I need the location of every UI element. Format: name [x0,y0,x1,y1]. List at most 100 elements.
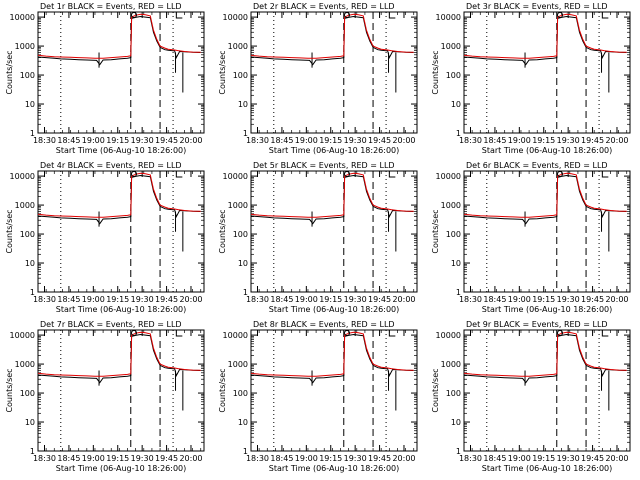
y-tick-label: 10000 [223,331,248,340]
y-axis-label: Counts/sec [5,368,14,412]
panel-det-8: Det 8r BLACK = Events, RED = LLD 1 10 100 10… [218,320,418,473]
x-tick-label: 18:30 [33,454,56,463]
x-tick-label: 19:15 [532,454,555,463]
marker-l [175,171,183,178]
x-tick-label: 19:45 [581,454,604,463]
marker-o [344,12,351,18]
x-tick-label: 20:00 [392,454,415,463]
y-tick-label: 1 [456,129,461,138]
y-tick-label: 1 [243,288,248,297]
x-tick-label: 18:45 [270,454,293,463]
y-tick-label: 10000 [436,172,461,181]
x-tick-label: 19:00 [508,454,531,463]
axes-frame [463,170,631,293]
x-tick-label: 19:00 [508,136,531,145]
panel-title: Det 9r BLACK = Events, RED = LLD [466,320,608,329]
y-tick-label: 1000 [15,42,35,51]
marker-l [175,12,183,19]
x-tick-label: 18:30 [246,295,269,304]
y-axis-label: Counts/sec [431,368,440,412]
x-tick-label: 19:00 [295,295,318,304]
y-tick-label: 100 [20,71,35,80]
y-tick-label: 100 [233,71,248,80]
plot-area [464,171,627,292]
plot-area [38,12,201,133]
marker-l [601,330,609,337]
lld-series [251,13,414,59]
marker-o [131,171,138,177]
plot-area [38,171,201,292]
y-tick-label: 1000 [441,201,461,210]
x-tick-label: 18:45 [270,136,293,145]
plot-area [464,330,627,451]
panel-title: Det 1r BLACK = Events, RED = LLD [40,2,182,11]
y-tick-label: 10000 [10,172,35,181]
x-tick-label: 18:30 [246,454,269,463]
y-tick-label: 100 [446,389,461,398]
y-tick-label: 10000 [223,13,248,22]
x-axis-label: Start Time (06-Aug-10 18:26:00) [56,305,187,314]
x-tick-label: 20:00 [605,295,628,304]
y-tick-label: 10 [238,259,248,268]
x-tick-label: 19:30 [344,136,367,145]
marker-l [388,171,396,178]
marker-o [131,330,138,336]
y-tick-label: 10000 [436,13,461,22]
x-tick-label: 19:00 [508,295,531,304]
y-tick-label: 1 [456,288,461,297]
x-tick-label: 18:30 [459,295,482,304]
axes-frame [37,11,205,134]
panel-title: Det 6r BLACK = Events, RED = LLD [466,161,608,170]
y-tick-label: 10000 [223,172,248,181]
x-tick-label: 20:00 [179,136,202,145]
x-tick-label: 19:00 [82,454,105,463]
x-tick-label: 20:00 [179,454,202,463]
x-axis-label: Start Time (06-Aug-10 18:26:00) [269,464,400,473]
axes-frame [250,329,418,452]
x-tick-label: 19:30 [344,295,367,304]
x-tick-label: 18:45 [270,295,293,304]
y-tick-label: 1000 [228,360,248,369]
y-tick-label: 1000 [228,42,248,51]
y-tick-label: 1000 [15,360,35,369]
x-tick-label: 18:45 [57,136,80,145]
y-tick-label: 1000 [441,42,461,51]
x-axis-label: Start Time (06-Aug-10 18:26:00) [482,305,613,314]
axes-frame [250,170,418,293]
x-tick-label: 19:45 [581,295,604,304]
y-axis-label: Counts/sec [5,209,14,253]
axes-frame [250,11,418,134]
x-tick-label: 19:15 [319,454,342,463]
lld-series [38,331,201,377]
x-tick-label: 19:45 [155,454,178,463]
x-tick-label: 19:30 [131,295,154,304]
axes-frame [463,329,631,452]
x-tick-label: 20:00 [605,136,628,145]
x-tick-label: 18:30 [33,295,56,304]
x-tick-label: 19:30 [557,295,580,304]
y-tick-label: 1 [30,288,35,297]
y-tick-label: 1 [456,447,461,456]
marker-o [131,12,138,18]
x-axis-label: Start Time (06-Aug-10 18:26:00) [269,305,400,314]
axes-frame [37,329,205,452]
panel-det-2: Det 2r BLACK = Events, RED = LLD 1 10 100 10… [218,2,418,155]
lld-series [38,13,201,59]
lld-series [464,172,627,218]
x-axis-label: Start Time (06-Aug-10 18:26:00) [56,146,187,155]
x-tick-label: 18:30 [459,136,482,145]
marker-o [557,330,564,336]
marker-o [344,171,351,177]
y-tick-label: 100 [20,230,35,239]
x-tick-label: 18:45 [483,136,506,145]
y-tick-label: 10 [451,259,461,268]
x-tick-label: 19:15 [319,136,342,145]
y-tick-label: 1000 [15,201,35,210]
y-axis-label: Counts/sec [5,50,14,94]
lld-series [38,172,201,218]
marker-l [601,12,609,19]
x-tick-label: 19:30 [344,454,367,463]
y-axis-label: Counts/sec [431,50,440,94]
y-axis-label: Counts/sec [218,50,227,94]
